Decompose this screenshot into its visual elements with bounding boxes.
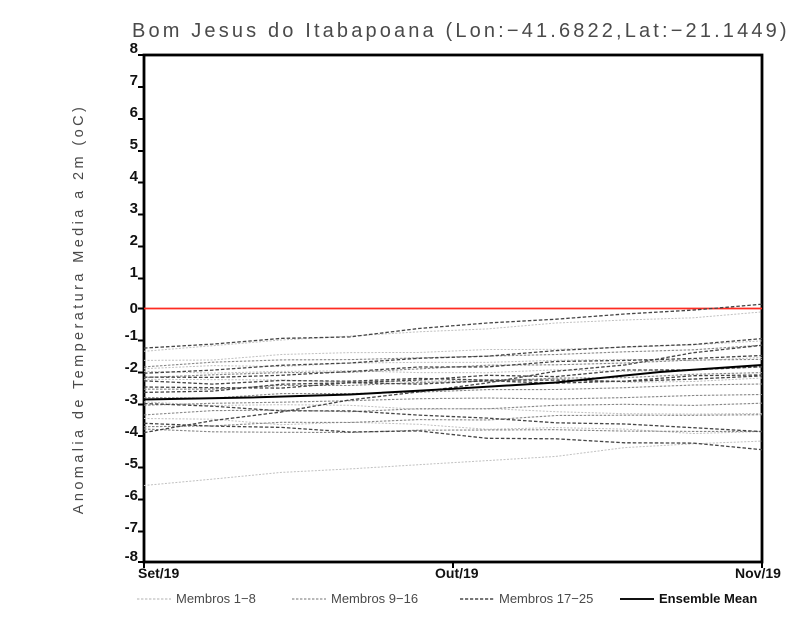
- svg-text:0: 0: [130, 300, 138, 317]
- svg-text:-1: -1: [125, 327, 138, 344]
- svg-text:-4: -4: [125, 423, 139, 440]
- svg-text:Ensemble Mean: Ensemble Mean: [659, 591, 757, 606]
- svg-text:-7: -7: [125, 519, 138, 536]
- svg-text:Bom Jesus do Itabapoana (Lon:−: Bom Jesus do Itabapoana (Lon:−41.6822,La…: [132, 20, 790, 42]
- svg-text:-5: -5: [125, 455, 138, 472]
- svg-text:8: 8: [130, 40, 138, 57]
- svg-text:-6: -6: [125, 487, 138, 504]
- svg-text:Out/19: Out/19: [435, 565, 479, 581]
- svg-text:Membros 17−25: Membros 17−25: [499, 591, 593, 606]
- svg-text:Anomalia de Temperatura Media: Anomalia de Temperatura Media a 2m (oC): [71, 104, 87, 514]
- svg-text:Membros 1−8: Membros 1−8: [176, 591, 256, 606]
- svg-text:3: 3: [130, 200, 138, 217]
- svg-text:-2: -2: [125, 359, 138, 376]
- svg-text:-8: -8: [125, 548, 138, 565]
- svg-text:7: 7: [130, 72, 138, 89]
- svg-text:1: 1: [130, 264, 138, 281]
- svg-text:Nov/19: Nov/19: [735, 565, 781, 581]
- svg-text:-3: -3: [125, 391, 138, 408]
- svg-text:5: 5: [130, 136, 138, 153]
- svg-text:2: 2: [130, 232, 138, 249]
- svg-text:4: 4: [130, 168, 139, 185]
- svg-text:Membros 9−16: Membros 9−16: [331, 591, 418, 606]
- svg-text:6: 6: [130, 104, 138, 121]
